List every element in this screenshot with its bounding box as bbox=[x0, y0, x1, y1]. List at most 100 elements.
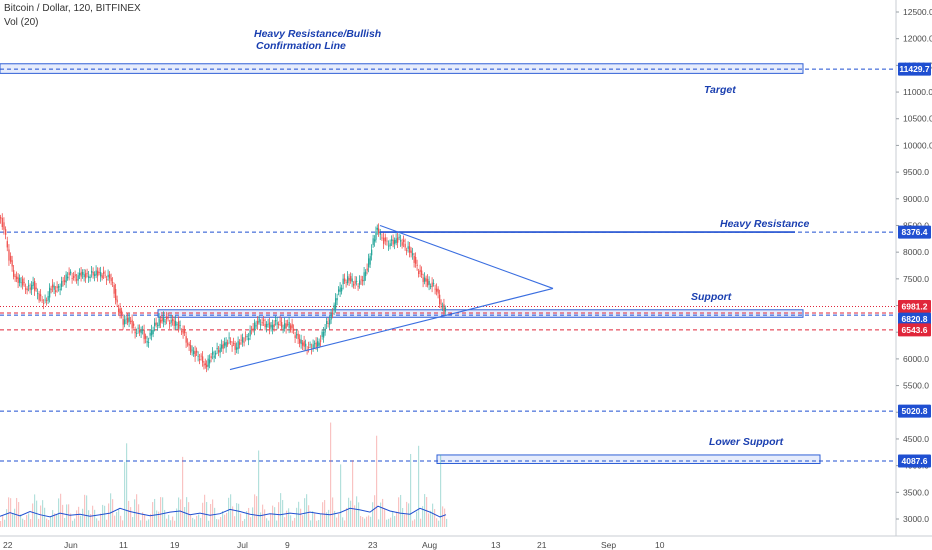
volume-bar bbox=[0, 521, 2, 527]
volume-bar bbox=[38, 518, 40, 527]
y-tick-label: 6000.0 bbox=[903, 354, 929, 364]
candle-body bbox=[324, 328, 326, 333]
volume-bar bbox=[20, 514, 22, 527]
volume-bar bbox=[264, 509, 266, 527]
volume-bar bbox=[340, 464, 342, 527]
y-tick-label: 3500.0 bbox=[903, 487, 929, 497]
candle-body bbox=[413, 256, 415, 263]
candle-body bbox=[49, 287, 51, 298]
candle-body bbox=[76, 279, 78, 281]
volume-bar bbox=[202, 502, 204, 527]
volume-bar bbox=[302, 515, 304, 527]
candle-body bbox=[52, 284, 54, 288]
volume-bar bbox=[104, 505, 106, 527]
volume-bar bbox=[8, 497, 10, 527]
volume-bar bbox=[228, 497, 230, 527]
volume-bar bbox=[384, 508, 386, 527]
volume-bar bbox=[204, 494, 206, 527]
candle-body bbox=[89, 276, 91, 278]
candle-body bbox=[276, 322, 278, 325]
volume-bar bbox=[238, 503, 240, 527]
candle-body bbox=[8, 249, 10, 261]
candle-body bbox=[303, 341, 305, 347]
volume-bar bbox=[162, 497, 164, 527]
volume-bar bbox=[318, 519, 320, 527]
volume-bar bbox=[84, 494, 86, 527]
volume-bar bbox=[126, 443, 128, 527]
volume-bar bbox=[438, 520, 440, 527]
candle-body bbox=[157, 324, 159, 326]
candle-body bbox=[302, 342, 304, 346]
x-tick-label: Jun bbox=[64, 540, 78, 550]
volume-bar bbox=[352, 460, 354, 527]
candle-body bbox=[83, 274, 85, 278]
candle-body bbox=[169, 322, 171, 325]
candle-body bbox=[167, 317, 169, 319]
price-badge: 4087.6 bbox=[898, 454, 931, 468]
volume-bar bbox=[234, 516, 236, 527]
volume-bar bbox=[100, 513, 102, 527]
candle-body bbox=[260, 324, 262, 326]
support-zone bbox=[157, 309, 804, 318]
volume-bar bbox=[226, 512, 228, 527]
volume-bar bbox=[442, 506, 444, 527]
candle-body bbox=[88, 276, 90, 279]
volume-bar bbox=[52, 510, 54, 527]
candle-body bbox=[231, 345, 233, 347]
volume-bar bbox=[398, 497, 400, 527]
volume-bar bbox=[46, 518, 48, 527]
volume-bar bbox=[410, 454, 412, 527]
volume-bar bbox=[142, 512, 144, 527]
candle-body bbox=[221, 344, 223, 349]
candle-body bbox=[107, 274, 109, 278]
candle-body bbox=[46, 299, 48, 301]
volume-bar bbox=[148, 519, 150, 527]
candle-body bbox=[236, 347, 238, 350]
volume-pane bbox=[0, 422, 448, 527]
x-tick-label: 13 bbox=[491, 540, 501, 550]
volume-bar bbox=[182, 456, 184, 527]
volume-bar bbox=[222, 511, 224, 527]
candle-body bbox=[284, 323, 286, 329]
price-badge-label: 5020.8 bbox=[902, 406, 928, 416]
price-badge: 8376.4 bbox=[898, 225, 931, 239]
volume-bar bbox=[446, 518, 448, 527]
volume-bar bbox=[254, 494, 256, 527]
volume-bar bbox=[402, 508, 404, 527]
candle-body bbox=[315, 342, 317, 348]
price-badge-label: 4087.6 bbox=[902, 456, 928, 466]
volume-bar bbox=[180, 499, 182, 527]
candle-body bbox=[437, 288, 439, 294]
y-tick-label: 3000.0 bbox=[903, 514, 929, 524]
volume-bar bbox=[158, 511, 160, 527]
volume-bar bbox=[294, 517, 296, 527]
annotation-heavy-resistance: Heavy Resistance bbox=[720, 218, 809, 230]
candle-body bbox=[252, 328, 254, 330]
candle-body bbox=[291, 323, 293, 328]
price-axis[interactable]: 12500.012000.011500.011000.010500.010000… bbox=[896, 7, 932, 524]
volume-bar bbox=[94, 509, 96, 527]
volume-bar bbox=[96, 518, 98, 527]
candle-body bbox=[199, 358, 201, 361]
volume-bar bbox=[380, 502, 382, 527]
y-tick-label: 9500.0 bbox=[903, 167, 929, 177]
time-axis[interactable]: 22 Jun 11 19 Jul 9 23 Aug 13 21 Sep 10 bbox=[3, 540, 665, 550]
volume-bar bbox=[132, 517, 134, 527]
candle-body bbox=[80, 271, 82, 277]
candle-body bbox=[391, 239, 393, 241]
drawings bbox=[229, 224, 795, 371]
volume-bar bbox=[232, 506, 234, 527]
candle-body bbox=[381, 237, 383, 239]
volume-bar bbox=[30, 519, 32, 527]
candle-body bbox=[53, 285, 55, 290]
volume-indicator-label[interactable]: Vol (20) bbox=[4, 17, 39, 28]
volume-bar bbox=[360, 515, 362, 527]
candle-body bbox=[71, 278, 73, 279]
candle-body bbox=[299, 338, 301, 344]
candle-body bbox=[374, 239, 376, 242]
candle-body bbox=[160, 320, 162, 323]
volume-bar bbox=[258, 450, 260, 527]
candle-body bbox=[113, 285, 115, 294]
candle-body bbox=[336, 298, 338, 301]
